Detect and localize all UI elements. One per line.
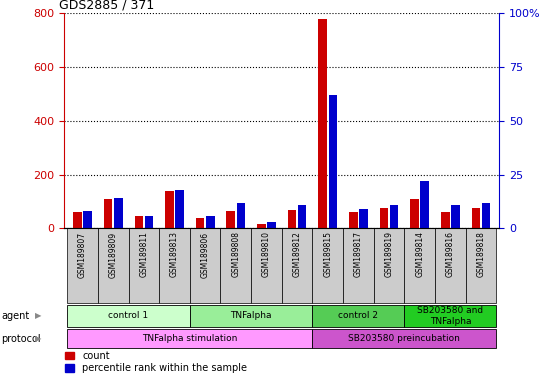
Bar: [312, 305, 405, 327]
Text: GSM189810: GSM189810: [262, 232, 271, 278]
Bar: [98, 228, 128, 303]
Bar: [73, 212, 82, 228]
Bar: [227, 211, 235, 228]
Text: TNFalpha: TNFalpha: [230, 311, 272, 320]
Bar: [114, 199, 123, 228]
Bar: [298, 205, 306, 228]
Text: GSM189816: GSM189816: [446, 232, 455, 278]
Bar: [159, 228, 190, 303]
Bar: [145, 215, 153, 228]
Bar: [67, 329, 312, 348]
Bar: [128, 228, 159, 303]
Text: GSM189809: GSM189809: [109, 232, 118, 278]
Text: agent: agent: [1, 311, 30, 321]
Text: GSM189812: GSM189812: [292, 232, 302, 277]
Bar: [251, 228, 282, 303]
Bar: [312, 228, 343, 303]
Text: GSM189808: GSM189808: [232, 232, 240, 278]
Bar: [67, 305, 190, 327]
Bar: [267, 222, 276, 228]
Legend: count, percentile rank within the sample: count, percentile rank within the sample: [61, 347, 251, 377]
Text: control 1: control 1: [108, 311, 148, 320]
Bar: [410, 199, 419, 228]
Bar: [482, 203, 490, 228]
Bar: [405, 228, 435, 303]
Bar: [288, 210, 296, 228]
Text: protocol: protocol: [1, 334, 41, 344]
Bar: [220, 228, 251, 303]
Bar: [175, 190, 184, 228]
Text: ▶: ▶: [35, 334, 41, 343]
Bar: [319, 19, 327, 228]
Text: ▶: ▶: [35, 311, 41, 320]
Text: SB203580 preincubation: SB203580 preincubation: [348, 334, 460, 343]
Bar: [83, 211, 92, 228]
Bar: [349, 212, 358, 228]
Text: control 2: control 2: [338, 311, 378, 320]
Text: GSM189818: GSM189818: [477, 232, 485, 277]
Text: GSM189811: GSM189811: [140, 232, 148, 277]
Bar: [134, 217, 143, 228]
Text: GSM189806: GSM189806: [201, 232, 210, 278]
Text: GSM189817: GSM189817: [354, 232, 363, 278]
Bar: [190, 228, 220, 303]
Bar: [196, 218, 204, 228]
Bar: [67, 228, 98, 303]
Bar: [374, 228, 405, 303]
Bar: [165, 191, 174, 228]
Text: GSM189819: GSM189819: [384, 232, 393, 278]
Bar: [466, 228, 497, 303]
Bar: [282, 228, 312, 303]
Text: GDS2885 / 371: GDS2885 / 371: [59, 0, 154, 12]
Bar: [257, 224, 266, 228]
Bar: [451, 205, 460, 228]
Bar: [206, 215, 214, 228]
Bar: [312, 329, 497, 348]
Bar: [390, 205, 398, 228]
Bar: [472, 208, 480, 228]
Text: GSM189814: GSM189814: [415, 232, 424, 278]
Bar: [359, 209, 368, 228]
Bar: [441, 212, 450, 228]
Bar: [405, 305, 497, 327]
Text: GSM189813: GSM189813: [170, 232, 179, 278]
Text: GSM189807: GSM189807: [78, 232, 87, 278]
Bar: [421, 181, 429, 228]
Bar: [379, 208, 388, 228]
Bar: [104, 199, 113, 228]
Bar: [435, 228, 466, 303]
Bar: [190, 305, 312, 327]
Bar: [329, 95, 337, 228]
Text: TNFalpha stimulation: TNFalpha stimulation: [142, 334, 238, 343]
Bar: [343, 228, 374, 303]
Text: GSM189815: GSM189815: [323, 232, 332, 278]
Text: SB203580 and
TNFalpha: SB203580 and TNFalpha: [417, 306, 483, 326]
Bar: [237, 203, 245, 228]
